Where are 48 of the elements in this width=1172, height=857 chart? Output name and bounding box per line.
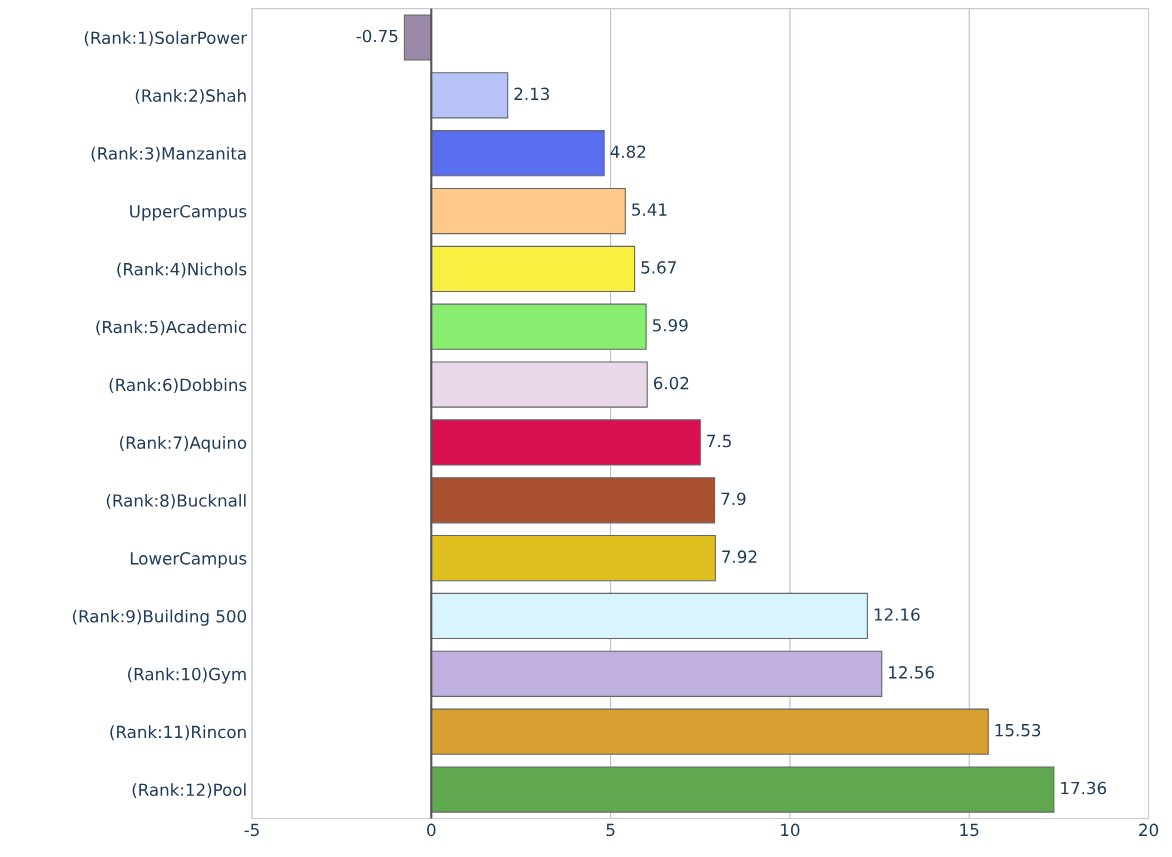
data-label: 12.56 — [889, 666, 934, 679]
data-label: 5.67 — [641, 261, 676, 274]
y-tick-label: (Rank:3)Manzanita — [91, 146, 246, 162]
data-label: -0.75 — [356, 29, 398, 43]
x-tick-label: -5 — [244, 823, 259, 837]
x-tick-label: 5 — [606, 823, 615, 837]
y-tick-label: (Rank:9)Building 500 — [72, 609, 247, 626]
bar — [430, 477, 716, 524]
y-tick-label: (Rank:10)Gym — [128, 667, 246, 684]
bar — [430, 130, 605, 177]
data-label: 15.53 — [995, 723, 1041, 737]
y-tick-label: LowerCampus — [130, 552, 247, 568]
bar — [403, 14, 432, 61]
x-tick-label: 0 — [427, 823, 436, 837]
y-tick-label: (Rank:12)Pool — [132, 783, 246, 799]
x-tick-label: 10 — [781, 823, 800, 837]
bar — [430, 245, 636, 292]
y-tick-label: (Rank:8)Bucknall — [106, 493, 246, 509]
bar — [430, 592, 868, 640]
bar — [430, 766, 1055, 813]
y-tick-label: (Rank:6)Dobbins — [109, 378, 247, 394]
data-label: 12.16 — [874, 608, 920, 621]
y-tick-label: (Rank:4)Nichols — [117, 262, 247, 278]
bar — [430, 650, 883, 697]
y-tick-label: (Rank:1)SolarPower — [84, 31, 248, 47]
bar — [430, 361, 648, 408]
bar — [430, 303, 647, 350]
data-label: 7.9 — [721, 492, 746, 506]
bar — [430, 535, 716, 582]
y-tick-label: (Rank:11)Rincon — [110, 725, 246, 741]
y-tick-label: UpperCampus — [130, 205, 247, 221]
data-label: 6.02 — [653, 376, 689, 390]
data-label: 17.36 — [1061, 781, 1107, 795]
x-tick-label: 20 — [1139, 823, 1159, 837]
y-tick-label: (Rank:7)Aquino — [120, 436, 247, 453]
data-label: 7.5 — [707, 434, 731, 448]
data-label: 5.99 — [652, 318, 688, 332]
bar — [430, 419, 701, 466]
x-tick-label: 15 — [960, 823, 979, 837]
bar — [430, 708, 989, 755]
data-label: 5.41 — [632, 203, 667, 216]
data-label: 4.82 — [610, 145, 646, 159]
data-label: 2.13 — [514, 87, 550, 101]
y-tick-label: (Rank:2)Shah — [135, 89, 246, 104]
bar — [430, 187, 626, 235]
bar — [430, 72, 509, 119]
y-tick-label: (Rank:5)Academic — [96, 320, 247, 336]
data-label: 7.92 — [722, 550, 757, 563]
